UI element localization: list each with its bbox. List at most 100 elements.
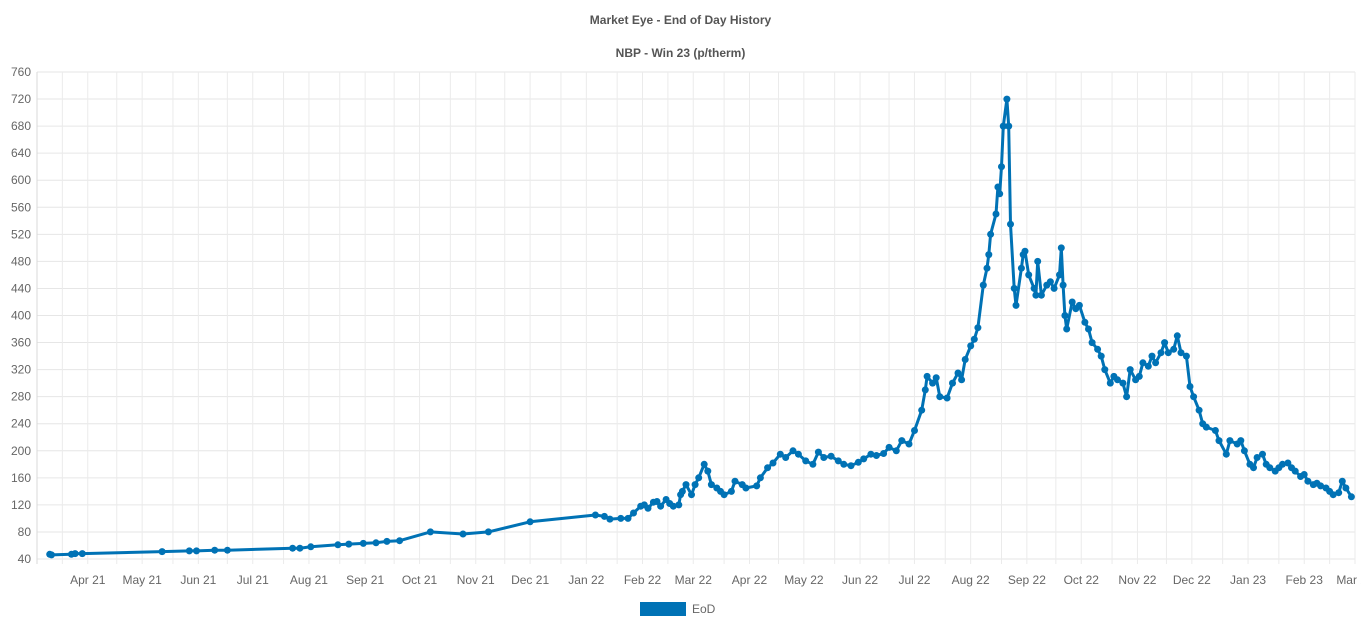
- data-point[interactable]: [1170, 345, 1178, 353]
- data-point[interactable]: [999, 122, 1007, 130]
- data-point[interactable]: [967, 342, 975, 350]
- data-point[interactable]: [48, 551, 55, 559]
- data-point[interactable]: [840, 460, 848, 468]
- data-point[interactable]: [814, 448, 822, 456]
- data-point[interactable]: [992, 210, 1000, 218]
- data-point[interactable]: [1291, 467, 1299, 475]
- data-point[interactable]: [1329, 491, 1337, 499]
- data-point[interactable]: [600, 512, 608, 520]
- data-point[interactable]: [1266, 464, 1274, 472]
- data-point[interactable]: [211, 546, 219, 554]
- data-point[interactable]: [753, 482, 761, 490]
- data-point[interactable]: [794, 450, 802, 458]
- data-point[interactable]: [1250, 464, 1257, 472]
- data-point[interactable]: [223, 546, 231, 554]
- data-point[interactable]: [669, 502, 677, 510]
- data-point[interactable]: [769, 459, 777, 467]
- data-point[interactable]: [426, 528, 434, 536]
- data-point[interactable]: [1177, 349, 1185, 357]
- data-point[interactable]: [158, 548, 166, 556]
- data-point[interactable]: [396, 537, 404, 545]
- data-point[interactable]: [731, 477, 739, 485]
- data-point[interactable]: [970, 335, 978, 343]
- data-point[interactable]: [1017, 264, 1025, 272]
- data-point[interactable]: [847, 462, 855, 470]
- data-point[interactable]: [961, 356, 969, 363]
- data-point[interactable]: [789, 447, 797, 455]
- data-point[interactable]: [860, 455, 868, 463]
- data-point[interactable]: [809, 460, 817, 468]
- data-point[interactable]: [827, 452, 835, 460]
- data-point[interactable]: [1025, 271, 1033, 279]
- data-point[interactable]: [867, 450, 875, 458]
- data-point[interactable]: [334, 541, 342, 549]
- data-point[interactable]: [1338, 477, 1346, 485]
- data-point[interactable]: [936, 393, 944, 401]
- data-point[interactable]: [1215, 437, 1223, 445]
- data-point[interactable]: [1057, 244, 1065, 252]
- data-point[interactable]: [802, 457, 810, 465]
- data-point[interactable]: [921, 386, 929, 394]
- data-point[interactable]: [617, 514, 625, 522]
- data-point[interactable]: [1335, 489, 1343, 497]
- data-point[interactable]: [1253, 454, 1261, 461]
- data-point[interactable]: [923, 372, 931, 380]
- data-point[interactable]: [1186, 383, 1194, 390]
- data-point[interactable]: [688, 491, 695, 499]
- data-point[interactable]: [1259, 450, 1266, 458]
- data-point[interactable]: [682, 481, 690, 489]
- data-point[interactable]: [1005, 122, 1013, 130]
- data-point[interactable]: [1157, 349, 1165, 357]
- data-point[interactable]: [929, 379, 937, 387]
- data-point[interactable]: [1139, 359, 1147, 367]
- data-point[interactable]: [1148, 352, 1156, 360]
- data-point[interactable]: [1088, 339, 1096, 347]
- data-point[interactable]: [954, 369, 962, 377]
- data-point[interactable]: [606, 515, 614, 523]
- data-point[interactable]: [943, 394, 951, 402]
- data-point[interactable]: [345, 540, 353, 548]
- data-point[interactable]: [1123, 393, 1131, 401]
- data-point[interactable]: [372, 539, 380, 547]
- data-point[interactable]: [1032, 291, 1040, 299]
- data-point[interactable]: [1037, 291, 1045, 299]
- data-point[interactable]: [484, 528, 492, 536]
- data-point[interactable]: [898, 437, 906, 445]
- data-point[interactable]: [1202, 423, 1210, 431]
- data-point[interactable]: [193, 547, 200, 555]
- data-point[interactable]: [1061, 312, 1069, 319]
- data-point[interactable]: [185, 547, 193, 555]
- data-point[interactable]: [998, 163, 1005, 171]
- data-point[interactable]: [1152, 359, 1160, 367]
- data-point[interactable]: [526, 518, 534, 526]
- data-point[interactable]: [1304, 477, 1312, 485]
- data-point[interactable]: [1106, 379, 1114, 387]
- data-point[interactable]: [1010, 284, 1018, 292]
- data-point[interactable]: [834, 457, 842, 465]
- data-point[interactable]: [892, 447, 900, 455]
- data-point[interactable]: [359, 539, 367, 547]
- data-point[interactable]: [459, 530, 467, 538]
- data-point[interactable]: [1135, 372, 1143, 380]
- data-point[interactable]: [1279, 460, 1286, 468]
- data-point[interactable]: [979, 281, 987, 289]
- data-point[interactable]: [1126, 366, 1134, 374]
- data-point[interactable]: [644, 504, 652, 512]
- data-point[interactable]: [71, 550, 79, 558]
- data-point[interactable]: [1144, 362, 1152, 370]
- data-point[interactable]: [675, 501, 683, 509]
- data-point[interactable]: [1182, 352, 1190, 360]
- data-point[interactable]: [1056, 271, 1063, 279]
- data-point[interactable]: [1021, 247, 1029, 255]
- data-point[interactable]: [1211, 427, 1219, 434]
- data-point[interactable]: [958, 376, 966, 384]
- data-point[interactable]: [1085, 325, 1092, 333]
- data-point[interactable]: [591, 511, 599, 519]
- data-point[interactable]: [78, 550, 86, 558]
- data-point[interactable]: [624, 514, 632, 522]
- data-point[interactable]: [657, 502, 665, 510]
- data-point[interactable]: [1226, 437, 1234, 445]
- data-point[interactable]: [1068, 298, 1076, 306]
- data-point[interactable]: [1046, 278, 1054, 286]
- data-point[interactable]: [704, 467, 712, 475]
